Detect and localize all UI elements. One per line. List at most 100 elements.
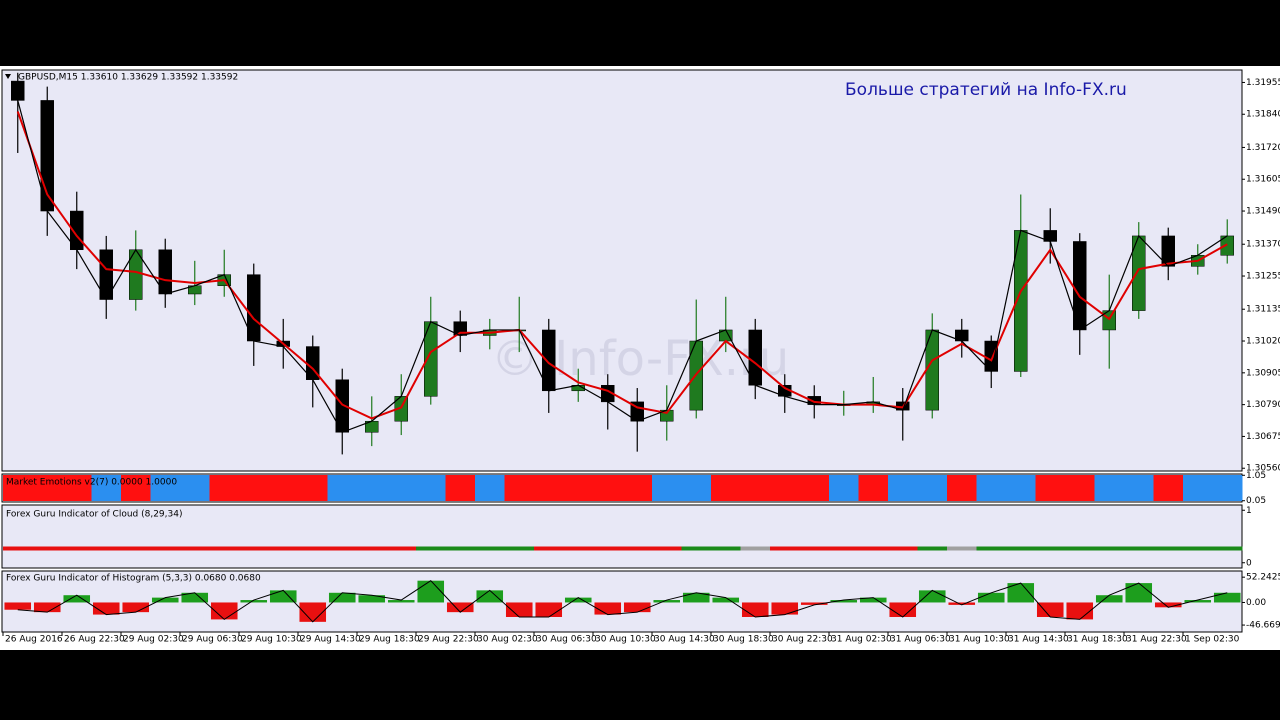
x-tick-label: 31 Aug 06:30 bbox=[890, 635, 951, 645]
histogram-bar bbox=[1095, 595, 1123, 603]
state-cell bbox=[1035, 475, 1066, 501]
histogram-bar bbox=[594, 602, 622, 615]
y-tick-label: 1 bbox=[1246, 506, 1252, 516]
x-tick-label: 26 Aug 22:30 bbox=[64, 635, 125, 645]
state-cell bbox=[180, 475, 210, 501]
x-tick-label: 31 Aug 18:30 bbox=[1067, 635, 1128, 645]
histogram-bar bbox=[1184, 600, 1212, 603]
state-cell bbox=[386, 475, 417, 501]
histogram-bar bbox=[535, 602, 563, 617]
histogram-bar bbox=[741, 602, 769, 617]
state-line bbox=[1183, 546, 1213, 551]
x-tick-label: 30 Aug 22:30 bbox=[772, 635, 833, 645]
state-line bbox=[976, 546, 1007, 551]
menu-arrow[interactable] bbox=[5, 74, 11, 79]
state-line bbox=[268, 546, 299, 551]
histogram-bar bbox=[918, 590, 946, 603]
state-cell bbox=[91, 475, 122, 501]
y-tick-label: -46.6699 bbox=[1246, 621, 1280, 631]
x-tick-label: 30 Aug 10:30 bbox=[595, 635, 656, 645]
state-line bbox=[888, 546, 918, 551]
histogram-bar bbox=[358, 595, 386, 603]
state-cell bbox=[799, 475, 830, 501]
x-tick-label: 29 Aug 10:30 bbox=[241, 635, 302, 645]
state-line bbox=[180, 546, 210, 551]
state-cell bbox=[32, 475, 63, 501]
histogram-bar bbox=[1007, 583, 1035, 603]
state-line bbox=[622, 546, 653, 551]
state-line bbox=[770, 546, 800, 551]
x-tick-label: 1 Sep 02:30 bbox=[1185, 635, 1240, 645]
state-cell bbox=[1124, 475, 1154, 501]
y-tick-label: 1.31840 bbox=[1246, 110, 1280, 120]
state-line bbox=[1153, 546, 1184, 551]
state-cell bbox=[1006, 475, 1036, 501]
state-cell bbox=[62, 475, 92, 501]
annotation: Больше стратегий на Info-FX.ru bbox=[845, 80, 1127, 100]
x-tick-label: 29 Aug 18:30 bbox=[359, 635, 420, 645]
state-line bbox=[62, 546, 92, 551]
x-tick-label: 31 Aug 22:30 bbox=[1126, 635, 1187, 645]
histogram-bar bbox=[800, 602, 828, 605]
state-line bbox=[1006, 546, 1036, 551]
y-tick-label: 0.05 bbox=[1246, 496, 1266, 506]
state-line bbox=[150, 546, 181, 551]
state-line bbox=[917, 546, 948, 551]
panel-title: Forex Guru Indicator of Cloud (8,29,34) bbox=[6, 510, 182, 520]
x-tick-label: 31 Aug 02:30 bbox=[831, 635, 892, 645]
y-tick-label: 1.30905 bbox=[1246, 368, 1280, 378]
y-tick-label: 0.00 bbox=[1246, 598, 1266, 608]
state-cell bbox=[268, 475, 299, 501]
y-tick-label: 1.31720 bbox=[1246, 143, 1280, 153]
y-tick-label: 1.31490 bbox=[1246, 207, 1280, 217]
state-cell bbox=[563, 475, 594, 501]
state-cell bbox=[298, 475, 328, 501]
histogram-bar bbox=[1066, 602, 1094, 620]
state-cell bbox=[504, 475, 535, 501]
x-tick-label: 29 Aug 22:30 bbox=[418, 635, 479, 645]
histogram-bar bbox=[653, 600, 681, 603]
x-tick-label: 31 Aug 10:30 bbox=[949, 635, 1010, 645]
y-tick-label: 1.05 bbox=[1246, 471, 1266, 481]
state-cell bbox=[209, 475, 240, 501]
state-line bbox=[1065, 546, 1095, 551]
x-tick-label: 30 Aug 14:30 bbox=[654, 635, 715, 645]
state-cell bbox=[917, 475, 948, 501]
histogram-bar bbox=[387, 600, 415, 603]
histogram-bar bbox=[977, 592, 1005, 603]
histogram-bar bbox=[1154, 602, 1182, 608]
histogram-bar bbox=[682, 592, 710, 603]
state-line bbox=[91, 546, 122, 551]
cloud-panel bbox=[1, 504, 1243, 569]
state-cell bbox=[593, 475, 623, 501]
x-tick-label: 30 Aug 06:30 bbox=[536, 635, 597, 645]
histogram-bar bbox=[299, 602, 327, 622]
state-cell bbox=[770, 475, 800, 501]
y-tick-label: 1.31020 bbox=[1246, 337, 1280, 347]
state-line bbox=[327, 546, 358, 551]
state-cell bbox=[1183, 475, 1213, 501]
state-cell bbox=[976, 475, 1007, 501]
state-line bbox=[239, 546, 269, 551]
state-line bbox=[711, 546, 741, 551]
y-tick-label: 1.30790 bbox=[1246, 400, 1280, 410]
histogram-bar bbox=[1036, 602, 1064, 617]
y-tick-label: 52.2425 bbox=[1246, 573, 1280, 583]
histogram-bar bbox=[151, 597, 179, 603]
state-cell bbox=[740, 475, 771, 501]
histogram-outline bbox=[17, 580, 1228, 623]
state-line bbox=[357, 546, 387, 551]
histogram-bar bbox=[92, 602, 120, 615]
state-cell bbox=[416, 475, 446, 501]
histogram-bar bbox=[269, 590, 297, 603]
plot-layer bbox=[3, 72, 1243, 623]
histogram-bar bbox=[328, 592, 356, 603]
y-tick-label: 1.30675 bbox=[1246, 432, 1280, 442]
candle-body bbox=[11, 80, 25, 101]
state-cell bbox=[327, 475, 358, 501]
state-cell bbox=[858, 475, 889, 501]
state-line bbox=[534, 546, 564, 551]
state-cell bbox=[829, 475, 859, 501]
state-line bbox=[445, 546, 476, 551]
y-tick-label: 1.30560 bbox=[1246, 464, 1280, 474]
